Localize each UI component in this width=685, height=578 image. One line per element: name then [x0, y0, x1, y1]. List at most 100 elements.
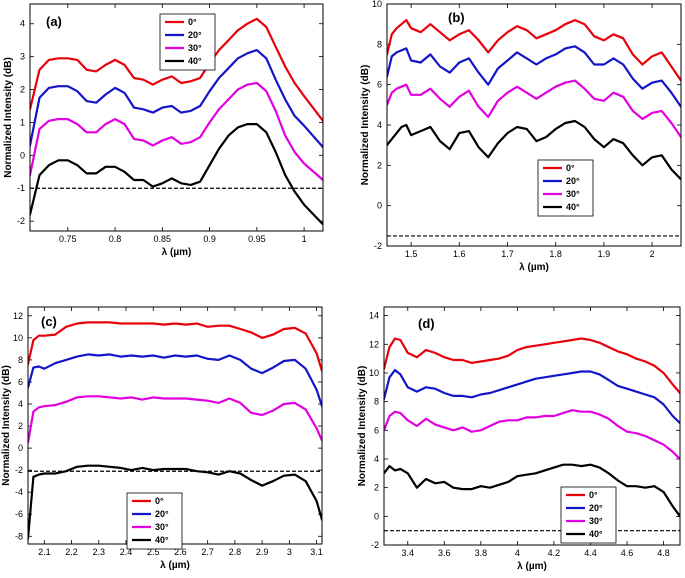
y-axis-label: Normalized Intensity (dB) — [3, 57, 14, 178]
series-line-40deg — [384, 463, 680, 518]
x-tick-label: 4.6 — [621, 548, 634, 558]
series-line-0deg — [384, 337, 680, 395]
legend-label: 20° — [566, 176, 580, 186]
x-tick-label: 1 — [302, 234, 307, 244]
x-tick-label: 0.95 — [248, 234, 266, 244]
x-axis-label: λ (µm) — [519, 262, 549, 273]
y-tick-label: 10 — [13, 333, 23, 343]
y-tick-label: -2 — [371, 540, 379, 550]
series-line-20deg — [384, 369, 680, 425]
x-tick-label: 1.6 — [453, 249, 466, 259]
x-tick-label: 2.3 — [93, 547, 106, 557]
series-group — [384, 337, 680, 518]
series-line-30deg — [30, 81, 323, 182]
x-tick-label: 1.7 — [501, 249, 514, 259]
y-tick-label: 0 — [18, 443, 23, 453]
y-tick-label: 12 — [13, 311, 23, 321]
panel-b: 1.5 1.6 1.7 1.8 1.9 2 -2 0 2 4 6 8 10 λ (µm) Normalize… — [360, 0, 682, 273]
x-tick-label: 2.4 — [120, 547, 133, 557]
legend: 0° 20° 30° 40° — [126, 492, 183, 550]
y-tick-label: 0 — [20, 150, 25, 160]
x-axis-label: λ (µm) — [160, 560, 190, 571]
legend-label: 0° — [589, 490, 598, 500]
series-line-20deg — [387, 45, 681, 108]
x-tick-label: 2.7 — [201, 547, 214, 557]
legend-label: 30° — [155, 522, 169, 532]
y-tick-label: 6 — [377, 80, 382, 90]
legend-label: 40° — [155, 535, 169, 545]
y-tick-label: 8 — [377, 39, 382, 49]
panel-label: (c) — [41, 314, 57, 329]
y-tick-label: 8 — [374, 397, 379, 407]
series-line-20deg — [30, 48, 323, 149]
y-tick-label: 3 — [20, 52, 25, 62]
y-tick-label: 1 — [20, 117, 25, 127]
legend-label: 20° — [188, 30, 202, 40]
x-tick-label: 2.6 — [174, 547, 187, 557]
series-line-30deg — [387, 79, 681, 139]
y-tick-label: 4 — [374, 454, 379, 464]
series-line-30deg — [28, 395, 322, 444]
y-tick-label: -2 — [15, 465, 23, 475]
series-line-40deg — [387, 119, 681, 181]
panel-label: (d) — [418, 316, 435, 331]
legend-label: 30° — [589, 516, 603, 526]
y-tick-label: 0 — [377, 201, 382, 211]
series-line-30deg — [384, 409, 680, 461]
series-group — [387, 19, 681, 181]
panel-label: (b) — [448, 10, 465, 25]
x-tick-label: 0.9 — [203, 234, 216, 244]
x-tick-label: 4.2 — [548, 548, 561, 558]
plot-frame — [29, 3, 324, 232]
y-tick-label: 2 — [377, 160, 382, 170]
y-tick-label: 10 — [372, 0, 382, 9]
legend: 0° 20° 30° 40° — [537, 159, 594, 217]
series-line-40deg — [30, 122, 323, 226]
panel-a: 0.75 0.8 0.85 0.9 0.95 1 -2 -1 0 1 2 3 4 λ (µm) Normal… — [3, 3, 324, 258]
y-tick-label: 14 — [369, 311, 379, 321]
y-tick-label: -4 — [15, 487, 23, 497]
legend-label: 40° — [589, 529, 603, 539]
y-tick-label: 4 — [377, 120, 382, 130]
x-tick-label: 2.2 — [65, 547, 78, 557]
x-tick-label: 2.9 — [256, 547, 269, 557]
y-tick-label: -2 — [17, 216, 25, 226]
y-tick-label: 8 — [18, 355, 23, 365]
x-tick-label: 3.8 — [475, 548, 488, 558]
plot-frame — [383, 306, 681, 546]
legend-label: 0° — [155, 496, 164, 506]
y-tick-label: 2 — [20, 85, 25, 95]
series-group — [30, 17, 323, 226]
x-tick-label: 2.8 — [229, 547, 242, 557]
y-tick-label: 12 — [369, 339, 379, 349]
y-tick-label: 0 — [374, 511, 379, 521]
x-tick-label: 4.4 — [584, 548, 597, 558]
x-tick-label: 3.4 — [401, 548, 414, 558]
x-tick-label: 0.75 — [59, 234, 77, 244]
y-tick-label: -8 — [15, 531, 23, 541]
legend: 0° 20° 30° 40° — [159, 13, 216, 71]
legend-label: 30° — [566, 189, 580, 199]
y-tick-label: -1 — [17, 183, 25, 193]
legend-label: 30° — [188, 43, 202, 53]
x-axis-label: λ (µm) — [162, 247, 192, 258]
x-tick-label: 2.5 — [147, 547, 160, 557]
y-tick-label: 2 — [18, 421, 23, 431]
x-tick-label: 2 — [650, 249, 655, 259]
y-tick-label: 4 — [20, 19, 25, 29]
legend-label: 20° — [589, 503, 603, 513]
x-tick-label: 3.1 — [310, 547, 323, 557]
series-group — [28, 321, 322, 540]
x-tick-label: 0.85 — [154, 234, 172, 244]
series-line-20deg — [28, 353, 322, 408]
series-line-0deg — [387, 19, 681, 82]
legend-label: 20° — [155, 509, 169, 519]
panel-label: (a) — [46, 14, 62, 29]
y-axis-label: Normalized Intensity (dB) — [357, 366, 368, 487]
plot-frame — [386, 3, 682, 247]
series-line-0deg — [30, 17, 323, 122]
series-line-0deg — [28, 321, 322, 372]
y-tick-label: -2 — [374, 241, 382, 251]
y-axis-label: Normalized Intensity (dB) — [1, 365, 12, 486]
